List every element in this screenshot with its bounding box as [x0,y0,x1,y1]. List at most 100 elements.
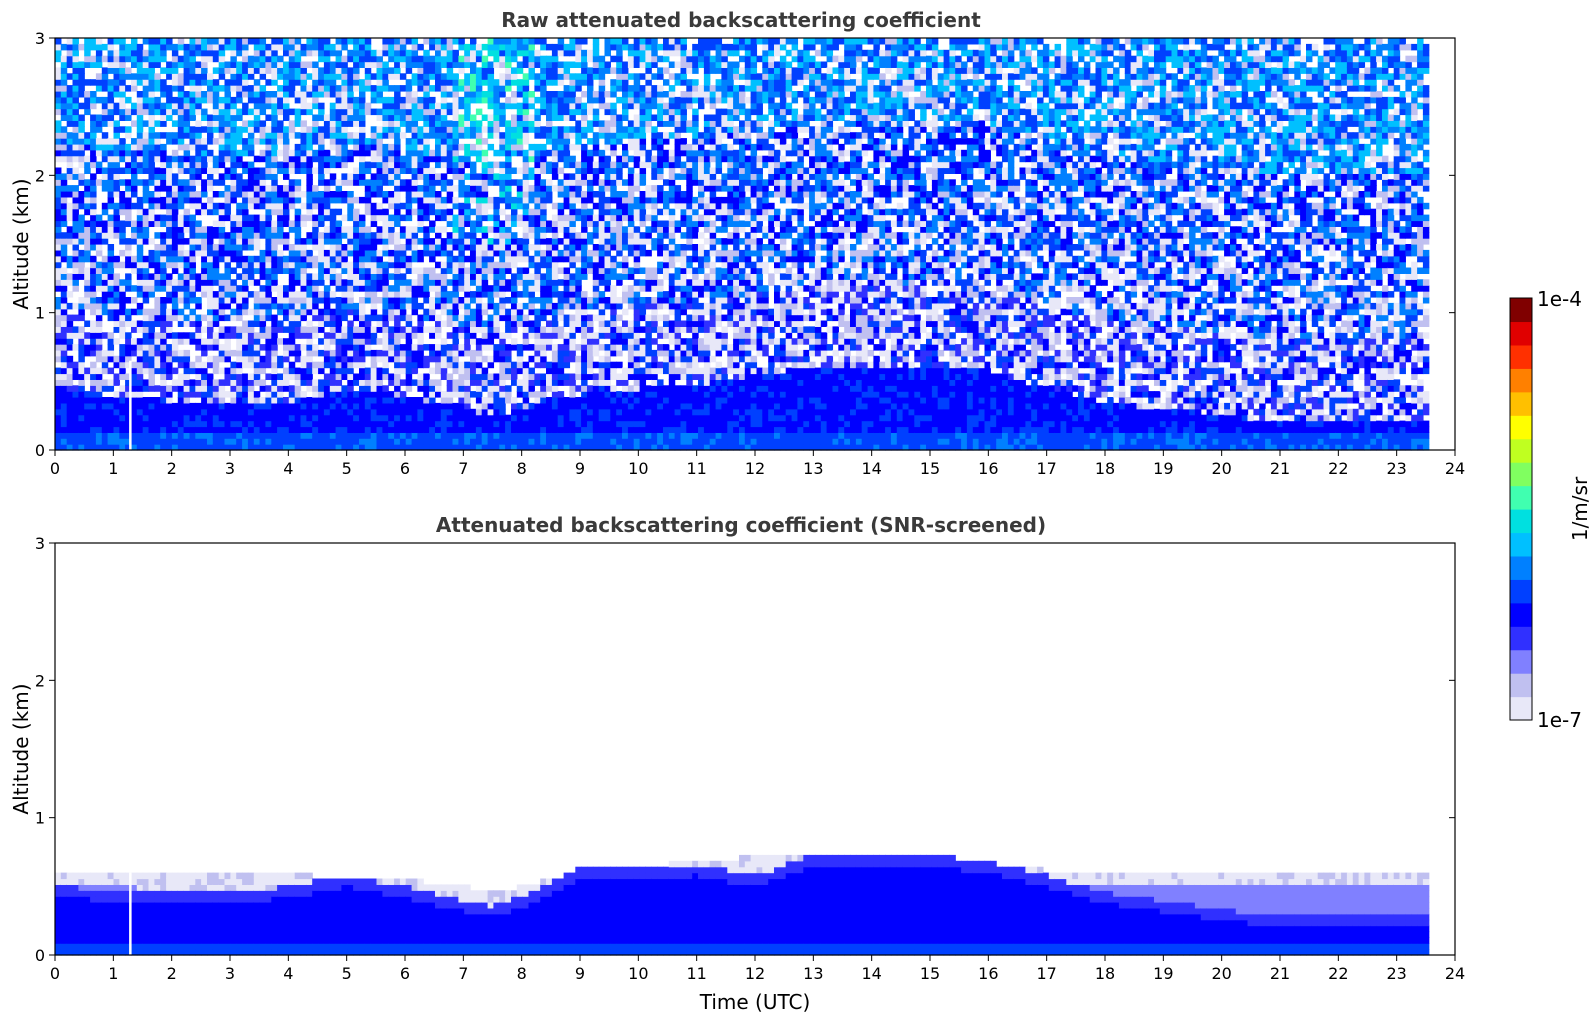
heatmap-cell [242,349,249,357]
heatmap-cell [470,414,477,422]
heatmap-cell [405,149,413,157]
heatmap-cell [534,255,541,263]
heatmap-cell [283,108,290,116]
heatmap-cell [136,408,144,416]
heatmap-cell [119,202,126,210]
heatmap-cell [125,132,132,139]
heatmap-cell [166,91,173,98]
heatmap-cell [382,373,389,380]
heatmap-cell [405,297,413,304]
heatmap-cell [236,261,243,269]
heatmap-cell [201,373,208,380]
heatmap-cell [540,214,547,222]
heatmap-cell [499,285,506,292]
panel-title: Raw attenuated backscattering coefficien… [501,8,981,32]
heatmap-cell [475,349,483,357]
heatmap-cell [101,420,109,428]
heatmap-cell [101,402,109,410]
heatmap-cell [253,202,261,210]
heatmap-cell [534,420,541,428]
heatmap-cell [411,61,419,68]
heatmap-cell [499,149,506,157]
heatmap-cell [382,355,389,363]
heatmap-cell [207,85,214,92]
heatmap-cell [224,61,231,68]
heatmap-cell [347,138,354,145]
heatmap-cell [329,379,337,386]
heatmap-cell [487,132,495,139]
heatmap-cell [207,38,214,45]
heatmap-cell [242,373,249,380]
heatmap-cell [540,302,547,310]
heatmap-cell [534,55,541,63]
heatmap-cell [166,255,173,263]
heatmap-cell [335,326,343,333]
heatmap-cell [382,385,389,392]
heatmap-cell [131,202,138,210]
heatmap-cell [446,414,454,422]
heatmap-cell [528,373,535,380]
heatmap-cell [446,402,454,410]
heatmap-cell [481,444,489,451]
heatmap-cell [107,202,115,210]
heatmap-cell [347,67,354,74]
heatmap-cell [242,191,249,198]
heatmap-cell [475,432,483,439]
heatmap-cell [405,143,413,151]
heatmap-cell [236,155,243,163]
heatmap-cell [446,432,454,439]
heatmap-cell [207,43,214,51]
heatmap-cell [259,120,267,127]
heatmap-cell [207,249,214,257]
heatmap-cell [470,73,477,80]
heatmap-cell [458,438,465,445]
heatmap-cell [90,320,97,327]
heatmap-cell [458,120,465,127]
heatmap-cell [101,220,109,227]
heatmap-cell [66,238,74,245]
heatmap-cell [446,408,454,416]
heatmap-cell [55,255,62,263]
heatmap-cell [207,173,214,180]
heatmap-cell [154,297,161,304]
heatmap-cell [312,167,319,174]
heatmap-cell [464,391,471,398]
heatmap-cell [452,320,459,327]
heatmap-cell [195,379,202,386]
heatmap-cell [481,308,489,316]
heatmap-cell [499,79,506,86]
heatmap-cell [84,444,91,451]
heatmap-cell [359,244,366,251]
heatmap-cell [195,285,202,292]
heatmap-cell [136,420,144,428]
heatmap-cell [446,73,454,80]
heatmap-cell [90,267,97,274]
heatmap-cell [201,279,208,286]
heatmap-cell [189,67,196,74]
heatmap-cell [522,444,530,451]
heatmap-cell [66,432,74,439]
heatmap-cell [446,161,454,169]
heatmap-cell [160,38,167,45]
heatmap-cell [335,85,343,92]
heatmap-cell [218,161,226,169]
heatmap-cell [277,379,284,386]
heatmap-cell [382,279,389,286]
heatmap-cell [84,438,91,445]
heatmap-cell [417,67,424,74]
heatmap-cell [113,191,120,198]
heatmap-cell [522,426,530,433]
heatmap-cell [160,285,167,292]
heatmap-cell [470,238,477,245]
heatmap-cell [534,108,541,116]
heatmap-cell [60,314,68,322]
heatmap-cell [277,267,284,274]
heatmap-cell [364,249,372,257]
heatmap-cell [125,96,132,104]
heatmap-cell [160,143,167,151]
heatmap-cell [505,326,512,333]
heatmap-cell [283,238,290,245]
heatmap-cell [364,143,372,151]
heatmap-cell [382,285,389,292]
heatmap-cell [335,285,343,292]
